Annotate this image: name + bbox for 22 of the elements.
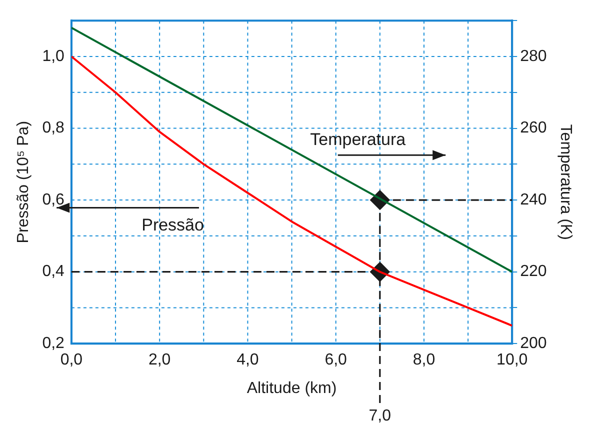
y2-tick-label: 220 bbox=[520, 263, 547, 280]
y-axis-title: Pressão (10⁵ Pa) bbox=[15, 120, 32, 244]
x-tick-label: 10,0 bbox=[496, 352, 528, 369]
x-axis-title: Altitude (km) bbox=[246, 380, 337, 397]
y-tick-label: 1,0 bbox=[42, 48, 65, 65]
y-tick-label: 0,8 bbox=[42, 120, 65, 137]
y2-tick-label: 260 bbox=[520, 120, 547, 137]
x-tick-label: 4,0 bbox=[236, 352, 259, 369]
y2-tick-label: 200 bbox=[520, 335, 547, 352]
annotation: Pressão bbox=[142, 215, 204, 234]
y2-axis-title: Temperatura (K) bbox=[556, 124, 574, 240]
y2-tick-label: 240 bbox=[520, 191, 547, 208]
y2-tick-label: 280 bbox=[520, 48, 547, 65]
y-tick-label: 0,6 bbox=[42, 191, 65, 208]
x-tick-label: 6,0 bbox=[324, 352, 348, 369]
x-tick-label: 0,0 bbox=[60, 352, 83, 369]
ref-line-label: 7,0 bbox=[368, 407, 392, 424]
y-tick-label: 0,4 bbox=[42, 263, 65, 280]
y-tick-label: 0,2 bbox=[42, 335, 65, 352]
annotation: Temperatura bbox=[310, 130, 406, 149]
x-tick-label: 2,0 bbox=[148, 352, 171, 369]
x-tick-label: 8,0 bbox=[412, 352, 436, 369]
